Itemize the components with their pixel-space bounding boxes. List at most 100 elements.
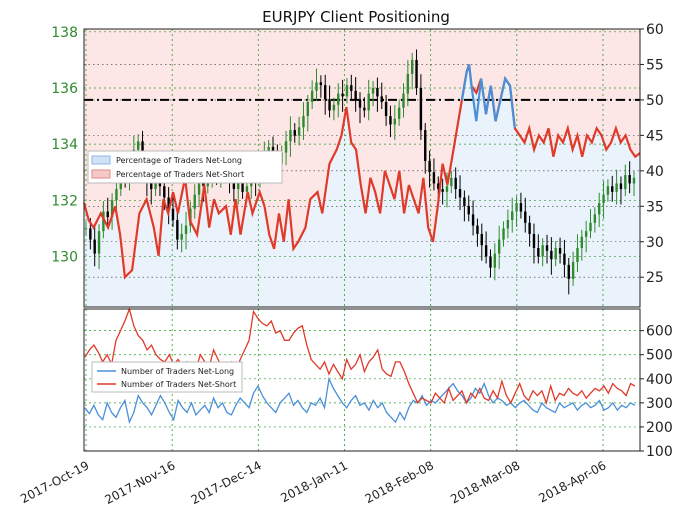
candle-body bbox=[415, 59, 418, 88]
candle-body bbox=[350, 85, 353, 91]
candle-body bbox=[489, 256, 492, 268]
candle-body bbox=[237, 180, 240, 190]
legend-swatch-net-short bbox=[91, 169, 111, 179]
chart-title: EURJPY Client Positioning bbox=[262, 8, 450, 26]
net-long-percentage-line bbox=[460, 64, 516, 129]
candle-body bbox=[567, 264, 570, 279]
y-left-tick-label: 138 bbox=[51, 25, 78, 41]
candle-body bbox=[519, 203, 523, 212]
candle-body bbox=[284, 141, 288, 153]
candle-body bbox=[89, 228, 92, 240]
candle-body bbox=[302, 116, 305, 128]
candle-body bbox=[424, 130, 427, 161]
candle-body bbox=[615, 183, 618, 192]
bottom-legend-box bbox=[91, 361, 243, 393]
y-right-tick-label: 25 bbox=[646, 270, 664, 286]
x-tick-label: 2018-Apr-06 bbox=[536, 458, 608, 505]
candle-body bbox=[406, 73, 410, 94]
candle-body bbox=[563, 253, 566, 265]
y-count-tick-label: 500 bbox=[646, 348, 673, 364]
candle-body bbox=[345, 85, 349, 97]
candle-body bbox=[197, 183, 201, 195]
candle-body bbox=[232, 183, 236, 190]
legend-label-net-long: Percentage of Traders Net-Long bbox=[116, 156, 242, 165]
candle-body bbox=[419, 87, 423, 131]
candle-body bbox=[454, 177, 457, 190]
candle-body bbox=[593, 214, 597, 223]
candle-body bbox=[393, 118, 396, 125]
candle-body bbox=[289, 130, 292, 142]
x-tick-label: 2018-Jan-11 bbox=[278, 458, 350, 505]
candle-body bbox=[541, 245, 544, 257]
candle-body bbox=[176, 219, 179, 240]
candle-body bbox=[511, 211, 514, 220]
candle-body bbox=[632, 177, 636, 184]
candle-body bbox=[606, 186, 610, 195]
candle-body bbox=[241, 180, 244, 192]
candle-body bbox=[450, 177, 453, 187]
candle-body bbox=[432, 172, 436, 184]
y-left-tick-label: 136 bbox=[51, 81, 78, 97]
y-right-tick-label: 55 bbox=[646, 57, 664, 73]
y-count-tick-label: 400 bbox=[646, 372, 673, 388]
candle-body bbox=[171, 208, 175, 220]
y-count-tick-label: 200 bbox=[646, 420, 673, 436]
candle-body bbox=[380, 96, 383, 103]
candle-body bbox=[524, 211, 527, 223]
net-short-shaded-area bbox=[84, 29, 640, 278]
y-right-tick-label: 30 bbox=[646, 235, 664, 251]
candle-body bbox=[337, 93, 340, 105]
candle-body bbox=[371, 87, 375, 94]
candle-body bbox=[628, 175, 631, 184]
y-right-tick-label: 45 bbox=[646, 128, 664, 144]
candle-body bbox=[515, 203, 518, 212]
candle-body bbox=[376, 87, 379, 97]
candle-body bbox=[463, 197, 466, 206]
candle-body bbox=[602, 194, 605, 204]
candle-body bbox=[580, 236, 584, 249]
x-tick-label: 2017-Oct-19 bbox=[18, 458, 91, 506]
candle-body bbox=[528, 222, 531, 234]
candle-body bbox=[341, 93, 344, 97]
candle-body bbox=[584, 231, 588, 237]
candle-body bbox=[324, 85, 327, 100]
candle-body bbox=[402, 93, 405, 108]
x-tick-label: 2018-Feb-08 bbox=[363, 458, 436, 506]
net-short-percentage-line bbox=[82, 64, 641, 280]
candle-body bbox=[619, 183, 623, 190]
candle-body bbox=[84, 228, 88, 230]
candle-body bbox=[328, 99, 331, 111]
candle-body bbox=[589, 222, 592, 232]
candle-body bbox=[354, 90, 357, 100]
candle-body bbox=[493, 253, 497, 268]
candle-body bbox=[384, 102, 388, 117]
y-right-tick-label: 35 bbox=[646, 199, 664, 215]
candle-body bbox=[506, 219, 510, 229]
candle-body bbox=[441, 189, 444, 192]
legend-swatch-net-long bbox=[91, 155, 111, 165]
candle-body bbox=[102, 211, 105, 232]
legend-label-net-short: Percentage of Traders Net-Short bbox=[116, 170, 244, 179]
count-net-long-line bbox=[84, 376, 636, 425]
y-count-tick-label: 600 bbox=[646, 324, 673, 340]
candle-body bbox=[532, 233, 536, 249]
candle-body bbox=[476, 225, 479, 234]
legend-label-count-net-long: Number of Traders Net-Long bbox=[121, 367, 234, 376]
y-right-tick-label: 40 bbox=[646, 164, 664, 180]
candle-body bbox=[497, 239, 501, 254]
candle-body bbox=[106, 211, 109, 218]
candle-body bbox=[180, 233, 183, 240]
candle-body bbox=[437, 183, 440, 190]
candle-body bbox=[293, 130, 296, 136]
candle-body bbox=[193, 194, 196, 209]
candle-body bbox=[545, 245, 549, 251]
candle-body bbox=[611, 186, 614, 192]
candle-body bbox=[306, 102, 310, 117]
candle-body bbox=[167, 197, 170, 209]
legend-label-count-net-short: Number of Traders Net-Short bbox=[121, 380, 236, 389]
candle-body bbox=[297, 127, 301, 136]
candle-body bbox=[598, 203, 601, 215]
candle-body bbox=[502, 228, 505, 240]
candle-body bbox=[576, 248, 579, 263]
